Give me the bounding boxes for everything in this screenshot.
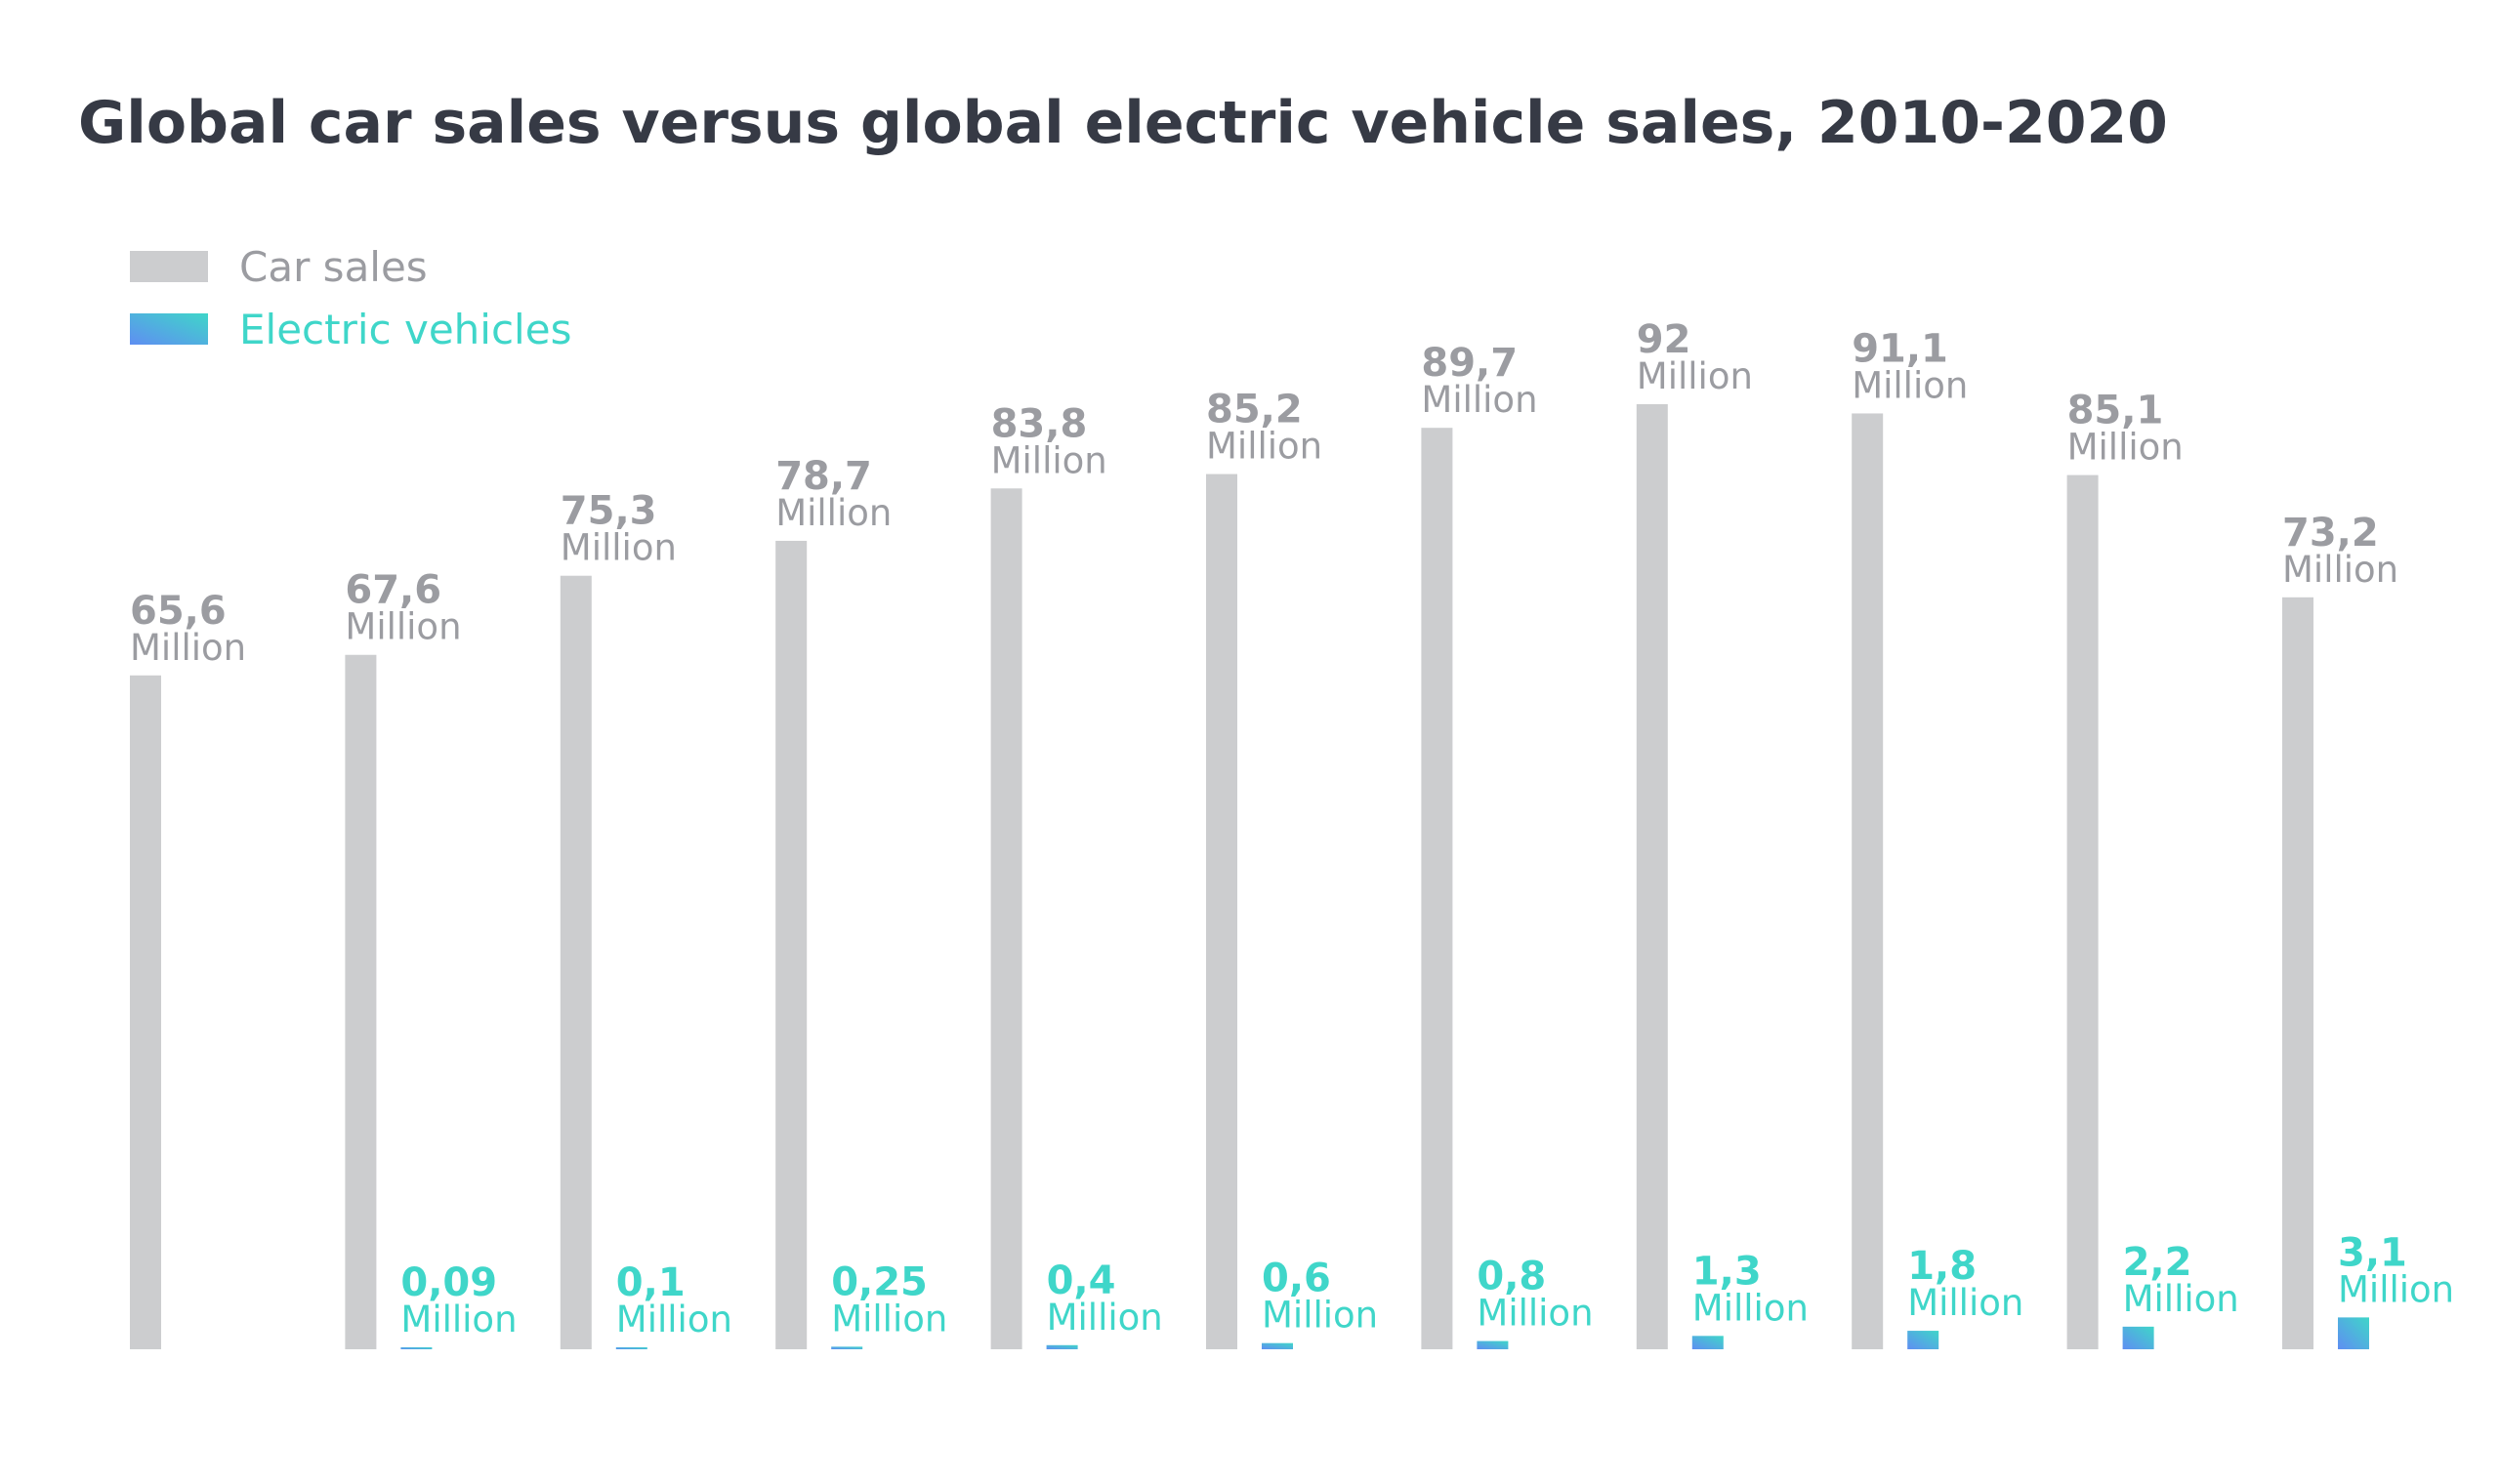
value-label-car-sales-2016: 89,7 — [1421, 341, 1518, 386]
value-label-car-sales-2020: 73,2 — [2282, 511, 2379, 556]
legend-label-electric-vehicles: Electric vehicles — [239, 306, 571, 353]
bar-electric-vehicles-2016 — [1477, 1340, 1509, 1349]
bar-electric-vehicles-2013 — [831, 1346, 863, 1349]
unit-label-electric-vehicles-2015: Million — [1262, 1295, 1378, 1337]
value-label-electric-vehicles-2019: 2,2 — [2123, 1240, 2192, 1285]
value-label-car-sales-2011: 67,6 — [345, 568, 441, 613]
unit-label-electric-vehicles-2012: Million — [616, 1298, 732, 1340]
bar-electric-vehicles-2012 — [615, 1347, 647, 1349]
bar-car-sales-2017 — [1636, 404, 1668, 1349]
value-label-electric-vehicles-2018: 1,8 — [1907, 1244, 1977, 1289]
unit-label-car-sales-2019: Million — [2067, 427, 2184, 469]
value-label-car-sales-2017: 92 — [1637, 317, 1691, 362]
bar-car-sales-2012 — [560, 575, 592, 1349]
legend-swatch-electric-vehicles — [130, 313, 208, 345]
value-label-car-sales-2018: 91,1 — [1852, 326, 1948, 371]
unit-label-electric-vehicles-2018: Million — [1907, 1282, 2023, 1324]
value-label-car-sales-2010: 65,6 — [130, 589, 227, 634]
bar-car-sales-2010 — [130, 675, 161, 1349]
bar-car-sales-2018 — [1852, 413, 1884, 1349]
value-label-electric-vehicles-2013: 0,25 — [831, 1259, 928, 1304]
value-label-car-sales-2015: 85,2 — [1206, 388, 1303, 433]
bar-car-sales-2019 — [2066, 474, 2099, 1350]
unit-label-car-sales-2016: Million — [1421, 379, 1537, 421]
unit-label-car-sales-2010: Million — [130, 627, 246, 669]
value-label-car-sales-2014: 83,8 — [991, 401, 1088, 446]
value-label-electric-vehicles-2011: 0,09 — [400, 1260, 497, 1305]
unit-label-electric-vehicles-2019: Million — [2123, 1278, 2239, 1320]
unit-label-car-sales-2015: Million — [1206, 426, 1322, 468]
unit-label-electric-vehicles-2017: Million — [1692, 1287, 1809, 1329]
bar-electric-vehicles-2020 — [2338, 1317, 2369, 1349]
value-label-electric-vehicles-2016: 0,8 — [1477, 1255, 1546, 1299]
legend-label-car-sales: Car sales — [239, 243, 428, 291]
bar-electric-vehicles-2011 — [400, 1347, 433, 1349]
value-label-car-sales-2019: 85,1 — [2067, 389, 2164, 433]
unit-label-car-sales-2011: Million — [345, 606, 461, 648]
bar-car-sales-2016 — [1421, 428, 1453, 1349]
legend-swatch-car-sales — [130, 251, 208, 282]
value-label-electric-vehicles-2017: 1,3 — [1692, 1249, 1762, 1294]
bar-electric-vehicles-2019 — [2122, 1326, 2154, 1349]
bar-electric-vehicles-2014 — [1046, 1344, 1078, 1349]
bar-car-sales-2011 — [345, 654, 377, 1349]
unit-label-electric-vehicles-2014: Million — [1047, 1297, 1163, 1339]
value-label-car-sales-2012: 75,3 — [561, 489, 657, 534]
unit-label-electric-vehicles-2013: Million — [831, 1298, 947, 1340]
bar-car-sales-2015 — [1206, 474, 1237, 1349]
bar-electric-vehicles-2018 — [1907, 1331, 1939, 1349]
value-label-car-sales-2013: 78,7 — [775, 454, 872, 499]
unit-label-car-sales-2017: Million — [1637, 355, 1753, 397]
bar-car-sales-2020 — [2282, 597, 2313, 1349]
bar-electric-vehicles-2015 — [1262, 1342, 1293, 1349]
chart-title: Global car sales versus global electric … — [78, 89, 2168, 157]
bar-car-sales-2013 — [775, 540, 808, 1349]
unit-label-electric-vehicles-2020: Million — [2338, 1268, 2454, 1310]
chart-marks: 65,6Million67,6Million0,09Million75,3Mil… — [130, 317, 2454, 1350]
value-label-electric-vehicles-2014: 0,4 — [1047, 1258, 1116, 1303]
value-label-electric-vehicles-2020: 3,1 — [2338, 1230, 2407, 1275]
unit-label-electric-vehicles-2011: Million — [400, 1298, 517, 1340]
unit-label-car-sales-2014: Million — [991, 439, 1107, 481]
unit-label-car-sales-2012: Million — [561, 527, 677, 569]
bar-car-sales-2014 — [990, 488, 1022, 1349]
value-label-electric-vehicles-2012: 0,1 — [616, 1260, 686, 1305]
unit-label-car-sales-2018: Million — [1852, 364, 1968, 406]
unit-label-car-sales-2020: Million — [2282, 549, 2398, 591]
value-label-electric-vehicles-2015: 0,6 — [1262, 1257, 1331, 1301]
legend: Car sales Electric vehicles — [130, 243, 571, 353]
bar-electric-vehicles-2017 — [1691, 1336, 1724, 1349]
unit-label-electric-vehicles-2016: Million — [1477, 1293, 1593, 1335]
unit-label-car-sales-2013: Million — [775, 492, 892, 534]
